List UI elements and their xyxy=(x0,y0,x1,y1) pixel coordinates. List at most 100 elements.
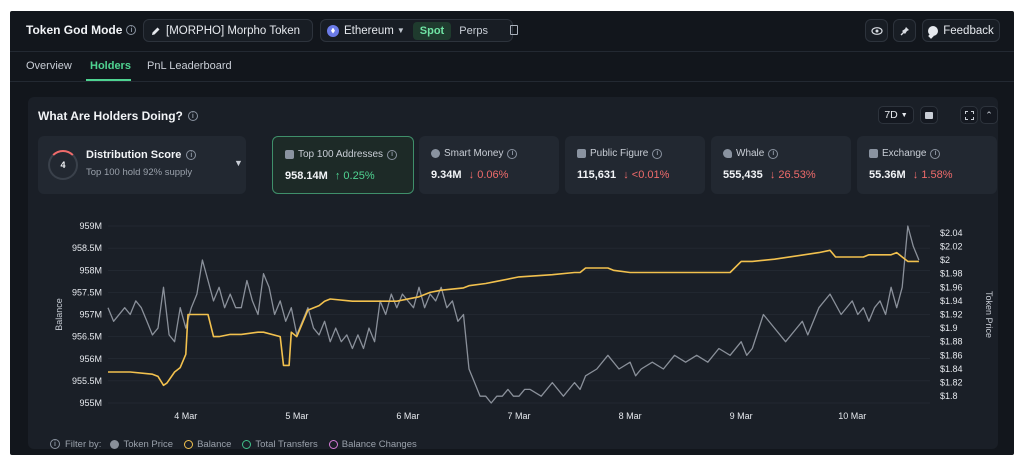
feedback-label: Feedback xyxy=(943,24,994,37)
metric-card-whale[interactable]: Whale i 555,435 ↓ 26.53% xyxy=(711,136,851,194)
metric-change: ↑ 0.25% xyxy=(334,170,375,182)
distribution-title-group: Distribution Score i xyxy=(86,149,197,161)
y2-tick-label: $2.04 xyxy=(940,228,963,238)
tab-holders[interactable]: Holders xyxy=(90,60,131,72)
metric-change: ↓ <0.01% xyxy=(623,169,670,181)
legend-item-total-transfers[interactable]: Total Transfers xyxy=(242,439,318,450)
chain-market-group: Ethereum ▼ Spot Perps xyxy=(320,19,513,42)
y2-axis-title: Token Price xyxy=(984,291,994,338)
range-label: 7D xyxy=(884,109,898,121)
metric-value-group: 115,631 ↓ <0.01% xyxy=(577,169,669,181)
app-title: Token God Mode xyxy=(26,23,123,37)
app-window: Token God Mode i [MORPHO] Morpho Token E… xyxy=(10,11,1014,455)
pencil-icon xyxy=(152,27,160,35)
metric-label: Whale xyxy=(736,148,765,159)
info-icon[interactable]: i xyxy=(387,149,398,160)
range-selector[interactable]: 7D ▼ xyxy=(878,106,914,124)
y2-axis-ticks: $1.8 $1.82 $1.84 $1.86 $1.88 $1.9 $1.92 $1.94 $1… xyxy=(940,228,963,401)
y2-tick-label: $2.02 xyxy=(940,241,963,251)
tab-overview[interactable]: Overview xyxy=(26,60,72,72)
metric-card-public-figure[interactable]: Public Figure i 115,631 ↓ <0.01% xyxy=(565,136,705,194)
filter-label: Filter by: xyxy=(65,438,102,450)
info-icon[interactable]: i xyxy=(126,25,137,35)
metric-label: Public Figure xyxy=(590,148,649,159)
expand-icon xyxy=(964,110,974,120)
pin-button[interactable] xyxy=(893,19,916,42)
legend-item-balance-changes[interactable]: Balance Changes xyxy=(328,439,417,450)
holders-chart[interactable]: 955M 955.5M 956M 956.5M 957M 957.5M 958M 958.5M… xyxy=(28,97,998,427)
token-label: [MORPHO] Morpho Token xyxy=(166,24,301,37)
info-icon[interactable]: i xyxy=(186,150,197,160)
y2-tick-label: $1.82 xyxy=(940,378,963,388)
series-line-balance xyxy=(108,249,919,387)
holders-panel: What Are Holders Doing? i 7D ▼ ⌃ 4 Distr… xyxy=(28,97,998,451)
chevron-down-icon[interactable]: ▼ xyxy=(234,158,243,168)
metric-label: Exchange xyxy=(882,148,927,159)
metric-value-group: 555,435 ↓ 26.53% xyxy=(723,169,816,181)
collapse-button[interactable]: ⌃ xyxy=(980,106,998,124)
chart-grid xyxy=(108,225,930,404)
distribution-score-card[interactable]: 4 Distribution Score i Top 100 hold 92% … xyxy=(38,136,246,194)
metric-change: ↓ 1.58% xyxy=(912,169,953,181)
metric-value-group: 55.36M ↓ 1.58% xyxy=(869,169,953,181)
filter-info-icon: i xyxy=(50,439,60,449)
chain-selector[interactable]: Ethereum xyxy=(344,24,394,37)
legend-label: Balance xyxy=(197,438,232,450)
tab-pnl-leaderboard[interactable]: PnL Leaderboard xyxy=(147,60,232,72)
y2-tick-label: $1.88 xyxy=(940,337,963,347)
info-icon[interactable]: i xyxy=(187,111,198,121)
metric-card-smart-money[interactable]: Smart Money i 9.34M ↓ 0.06% xyxy=(419,136,559,194)
y2-tick-label: $1.96 xyxy=(940,282,963,292)
active-tab-indicator xyxy=(86,79,131,81)
metric-value-group: 958.14M ↑ 0.25% xyxy=(285,170,375,182)
info-icon[interactable]: i xyxy=(652,148,663,159)
metric-value: 115,631 xyxy=(577,169,617,181)
info-icon[interactable]: i xyxy=(930,148,941,159)
metric-label: Smart Money xyxy=(444,148,504,159)
chevron-down-icon[interactable]: ▼ xyxy=(396,26,405,35)
y-tick-label: 955.5M xyxy=(72,376,102,386)
header-divider xyxy=(10,51,1014,52)
pin-icon xyxy=(900,26,909,35)
bank-icon xyxy=(869,149,878,158)
brain-icon xyxy=(431,149,440,158)
y2-tick-label: $1.92 xyxy=(940,310,963,320)
y2-tick-label: $1.84 xyxy=(940,364,963,374)
eye-icon xyxy=(870,26,883,35)
distribution-title: Distribution Score xyxy=(86,149,182,161)
chevron-down-icon: ▼ xyxy=(900,111,908,119)
y2-tick-label: $1.86 xyxy=(940,350,963,360)
calendar-button[interactable] xyxy=(920,106,938,124)
y2-tick-label: $1.98 xyxy=(940,269,963,279)
chart-legend: i Filter by: Token Price Balance Total T… xyxy=(50,437,423,451)
x-tick-label: 7 Mar xyxy=(507,411,530,421)
perps-toggle[interactable]: Perps xyxy=(459,24,488,37)
token-selector[interactable]: [MORPHO] Morpho Token xyxy=(143,19,313,42)
y-tick-label: 957M xyxy=(79,310,102,320)
ethereum-icon xyxy=(327,24,339,37)
metric-card-top-100[interactable]: Top 100 Addresses i 958.14M ↑ 0.25% xyxy=(272,136,414,194)
metric-value: 9.34M xyxy=(431,169,462,181)
watch-button[interactable] xyxy=(865,19,888,42)
y2-tick-label: $1.9 xyxy=(940,323,958,333)
metric-label-group: Whale i xyxy=(723,148,779,159)
metric-card-exchange[interactable]: Exchange i 55.36M ↓ 1.58% xyxy=(857,136,997,194)
expand-button[interactable] xyxy=(960,106,978,124)
tab-bar: Overview Holders PnL Leaderboard xyxy=(10,52,1014,82)
legend-item-token-price[interactable]: Token Price xyxy=(110,439,173,450)
spot-toggle[interactable]: Spot xyxy=(412,21,452,40)
legend-item-balance[interactable]: Balance xyxy=(184,439,231,450)
legend-label: Token Price xyxy=(123,438,174,450)
x-tick-label: 9 Mar xyxy=(730,411,753,421)
chat-bubble-icon xyxy=(928,25,939,36)
info-icon[interactable]: i xyxy=(507,148,518,159)
distribution-subtitle: Top 100 hold 92% supply xyxy=(86,167,193,178)
panel-title-group: What Are Holders Doing? i xyxy=(38,109,198,123)
feedback-button[interactable]: Feedback xyxy=(922,19,1000,42)
info-icon[interactable]: i xyxy=(768,148,779,159)
metric-value-group: 9.34M ↓ 0.06% xyxy=(431,169,508,181)
whale-icon xyxy=(723,149,732,158)
copy-icon[interactable] xyxy=(510,25,518,35)
y2-tick-label: $1.8 xyxy=(940,391,958,401)
y-tick-label: 957.5M xyxy=(72,287,102,297)
